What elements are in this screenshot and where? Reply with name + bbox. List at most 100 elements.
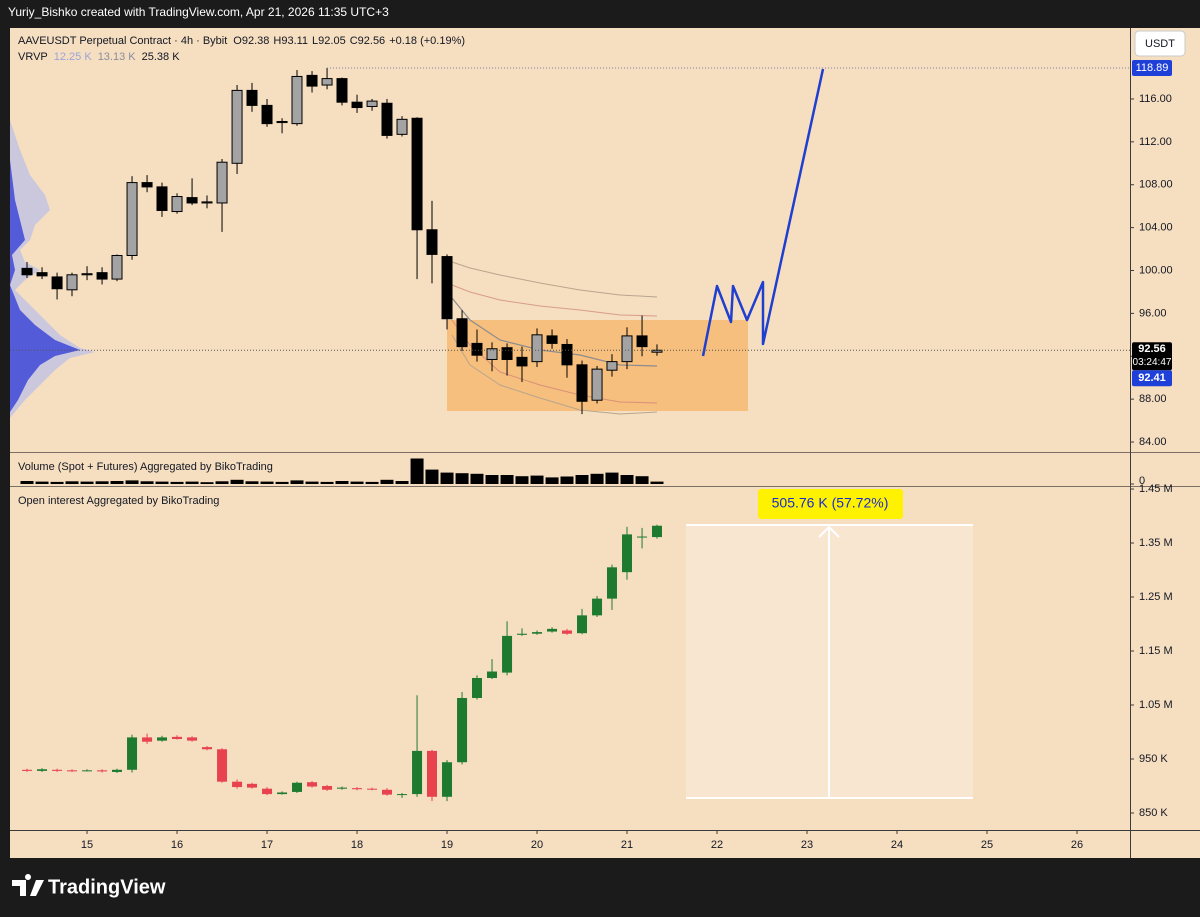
- x-tick-label: 22: [711, 839, 723, 851]
- volume-bar: [605, 472, 619, 484]
- pane-title: Volume (Spot + Futures) Aggregated by Bi…: [18, 461, 273, 473]
- volume-bar: [50, 481, 64, 484]
- candle-body: [412, 750, 423, 795]
- y-tick-label: 112.00: [1139, 136, 1172, 148]
- candle-body: [621, 335, 633, 363]
- candle-body: [352, 788, 363, 790]
- symbol: AAVEUSDT Perpetual Contract · 4h · Bybit: [18, 35, 227, 47]
- candle-body: [426, 750, 437, 797]
- volume-bar: [305, 481, 319, 484]
- candle-body: [442, 762, 453, 797]
- candle-body: [381, 789, 392, 795]
- x-tick-label: 25: [981, 839, 993, 851]
- candle-body: [456, 318, 468, 348]
- y-tick-label: 1.05 M: [1139, 699, 1173, 711]
- candle-body: [232, 781, 243, 788]
- candle-body: [81, 273, 93, 276]
- vrvp-value: 13.13 K: [98, 51, 137, 63]
- candle-body: [187, 737, 198, 741]
- y-tick-label: 100.00: [1139, 264, 1173, 276]
- volume-bar: [455, 473, 469, 484]
- volume-bar: [80, 481, 94, 484]
- x-tick-label: 17: [261, 839, 273, 851]
- candle-body: [592, 598, 603, 616]
- candle-body: [351, 101, 363, 109]
- candle-body: [501, 347, 513, 360]
- y-tick-label: 104.00: [1139, 222, 1173, 234]
- logo-icon: [12, 874, 44, 896]
- vrvp-value: 12.25 K: [54, 51, 93, 63]
- candle-body: [21, 267, 33, 276]
- candle-body: [606, 567, 617, 599]
- y-tick-label: 1.35 M: [1139, 537, 1173, 549]
- x-tick-label: 19: [441, 839, 453, 851]
- volume-bar: [170, 481, 184, 484]
- last-price-label: 92.56: [1138, 343, 1166, 355]
- ohlc: C92.56: [350, 35, 385, 47]
- candle-body: [396, 118, 408, 135]
- legend-row: AAVEUSDT Perpetual Contract · 4h · Bybit…: [18, 35, 465, 47]
- last-price-box: [1132, 342, 1172, 371]
- y-tick-label: 84.00: [1139, 436, 1167, 448]
- candle-body: [381, 102, 393, 136]
- candle-body: [561, 630, 572, 634]
- candle-body: [37, 769, 48, 771]
- x-tick-label: 15: [81, 839, 93, 851]
- candle-body: [546, 335, 558, 344]
- band-line: [451, 284, 658, 317]
- vrvp: VRVP: [18, 51, 48, 63]
- candle-body: [397, 794, 408, 796]
- candle-body: [441, 256, 453, 320]
- y-tick-label: 116.00: [1139, 93, 1172, 105]
- candle-body: [67, 770, 78, 772]
- candle-body: [322, 785, 333, 790]
- currency[interactable]: USDT: [1145, 38, 1175, 50]
- candle-body: [141, 182, 153, 188]
- candle-body: [651, 525, 662, 538]
- volume-bar: [380, 479, 394, 484]
- candle-body: [366, 100, 378, 107]
- candle-body: [291, 782, 302, 792]
- candle-body: [216, 161, 228, 204]
- candle-body: [502, 635, 513, 673]
- volume-bar: [440, 472, 454, 484]
- change: +0.18 (+0.19%): [389, 35, 465, 47]
- candle-body: [367, 788, 378, 790]
- measure-label: 505.76 K (57.72%): [772, 495, 889, 511]
- y-tick-label: 850 K: [1139, 807, 1168, 819]
- second-price-box: [1132, 370, 1172, 387]
- candle-body: [547, 628, 558, 632]
- currency-button[interactable]: [1134, 30, 1186, 57]
- candle-body: [231, 89, 243, 164]
- candle-body: [637, 536, 648, 538]
- candle-body: [97, 770, 108, 772]
- volume-bar: [290, 480, 304, 484]
- ohlc: L92.05: [312, 35, 346, 47]
- pane-title: Open interest Aggregated by BikoTrading: [18, 495, 219, 507]
- candle-body: [591, 368, 603, 401]
- volume-bar: [635, 476, 649, 484]
- candle-body: [532, 632, 543, 634]
- candle-body: [336, 78, 348, 103]
- y-tick-label: 1.45 M: [1139, 483, 1173, 495]
- candle-body: [111, 254, 123, 280]
- y-tick-label: 0: [1139, 475, 1145, 487]
- candle-body: [576, 364, 588, 402]
- candle-body: [201, 201, 213, 204]
- volume-bar: [215, 481, 229, 484]
- countdown: 03:24:47: [1133, 357, 1172, 368]
- volume-bar: [260, 481, 274, 484]
- volume-bar: [410, 458, 424, 484]
- x-tick-label: 21: [621, 839, 633, 851]
- candle-body: [577, 615, 588, 634]
- y-tick-label: 1.25 M: [1139, 591, 1173, 603]
- volume-bar: [230, 479, 244, 484]
- candle-body: [52, 769, 63, 771]
- candle-body: [126, 182, 138, 256]
- volume-bar: [530, 475, 544, 484]
- volume-bar: [620, 475, 634, 484]
- y-tick-label: 950 K: [1139, 753, 1168, 765]
- candle-body: [336, 787, 347, 789]
- y-tick-label: 96.00: [1139, 307, 1167, 319]
